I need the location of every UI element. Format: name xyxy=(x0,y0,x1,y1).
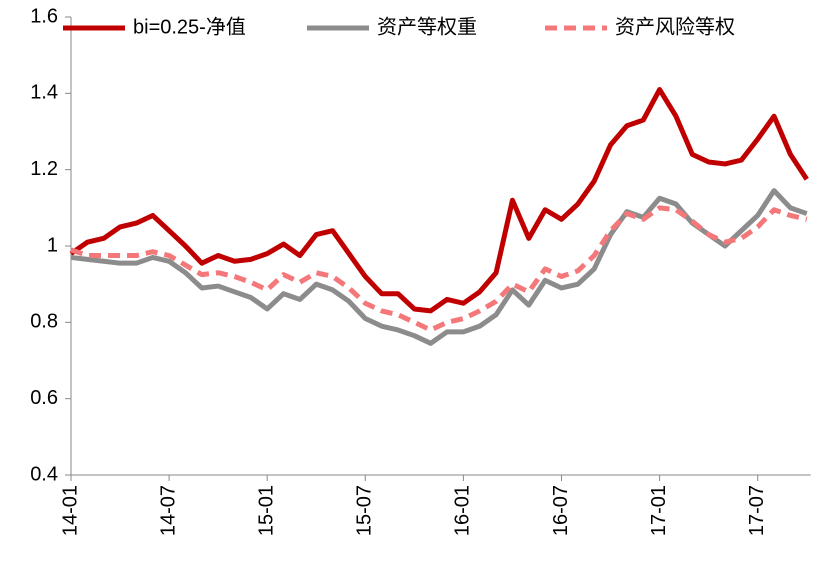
series-line xyxy=(70,188,808,346)
x-tick-label: 15-07 xyxy=(354,485,376,536)
y-tick-label: 1 xyxy=(47,234,58,256)
y-tick-label: 1.6 xyxy=(30,5,58,27)
legend-label: bi=0.25-净值 xyxy=(133,15,246,38)
series-line xyxy=(70,205,808,333)
series-line xyxy=(69,87,809,314)
y-tick-label: 0.8 xyxy=(30,311,58,333)
x-tick-label: 16-07 xyxy=(550,485,572,536)
x-tick-label: 17-07 xyxy=(746,485,768,536)
x-tick-label: 17-01 xyxy=(648,485,670,536)
x-tick-label: 16-01 xyxy=(452,485,474,536)
x-tick-label: 15-01 xyxy=(255,485,277,536)
x-tick-label: 14-01 xyxy=(59,485,81,536)
y-tick-label: 0.6 xyxy=(30,387,58,409)
x-tick-label: 14-07 xyxy=(157,485,179,536)
y-tick-label: 1.2 xyxy=(30,158,58,180)
legend-label: 资产风险等权 xyxy=(615,15,735,38)
y-tick-label: 1.4 xyxy=(30,82,58,104)
legend-label: 资产等权重 xyxy=(377,15,477,38)
y-tick-label: 0.4 xyxy=(30,463,58,485)
